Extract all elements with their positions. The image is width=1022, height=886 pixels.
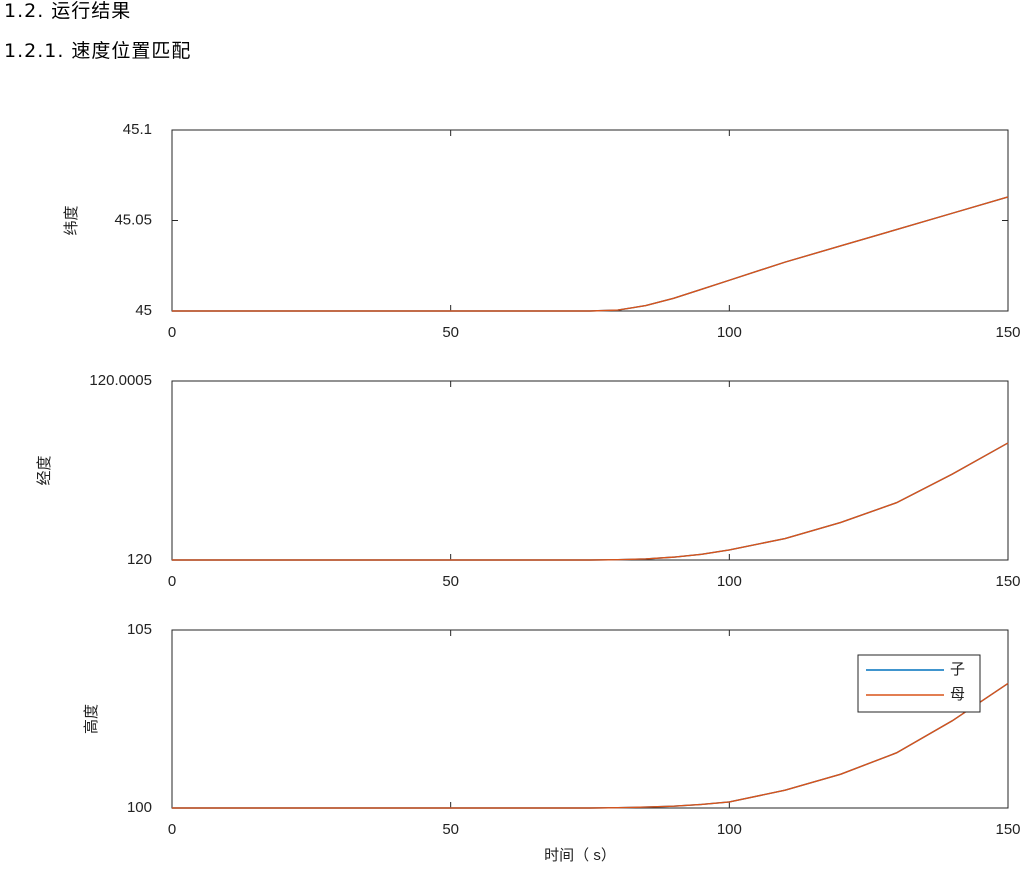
y-tick-label: 120: [127, 551, 152, 568]
x-axis-label: 时间（ s）: [544, 847, 616, 864]
x-tick-label: 50: [442, 821, 459, 838]
x-tick-label: 100: [717, 573, 742, 590]
plot-box: [172, 130, 1008, 311]
x-tick-label: 50: [442, 573, 459, 590]
plot-box: [172, 381, 1008, 560]
x-tick-label: 100: [717, 324, 742, 341]
y-tick-label: 120.0005: [89, 372, 152, 389]
x-tick-label: 50: [442, 324, 459, 341]
x-tick-label: 0: [168, 573, 176, 590]
y-tick-label: 45: [135, 302, 152, 319]
y-axis-label: 经度: [36, 455, 53, 485]
legend-label: 母: [950, 686, 965, 703]
charts: 0 50 100 150 45 45.05 45.1 纬度 0 50 100 150 120 120.00…: [0, 0, 1022, 886]
y-tick-label: 45.1: [123, 121, 152, 138]
y-axis-label: 高度: [83, 704, 100, 734]
x-tick-label: 100: [717, 821, 742, 838]
y-axis-label: 纬度: [63, 205, 80, 235]
page: {"headings": ["1.2. 运行结果", "1.2.1. 速度位置匹…: [0, 0, 1022, 886]
x-tick-label: 150: [995, 573, 1020, 590]
legend-label: 子: [950, 661, 965, 678]
x-tick-label: 150: [995, 324, 1020, 341]
x-tick-label: 0: [168, 821, 176, 838]
x-tick-label: 150: [995, 821, 1020, 838]
y-tick-label: 100: [127, 799, 152, 816]
y-tick-label: 105: [127, 621, 152, 638]
y-tick-label: 45.05: [114, 211, 152, 228]
x-tick-label: 0: [168, 324, 176, 341]
